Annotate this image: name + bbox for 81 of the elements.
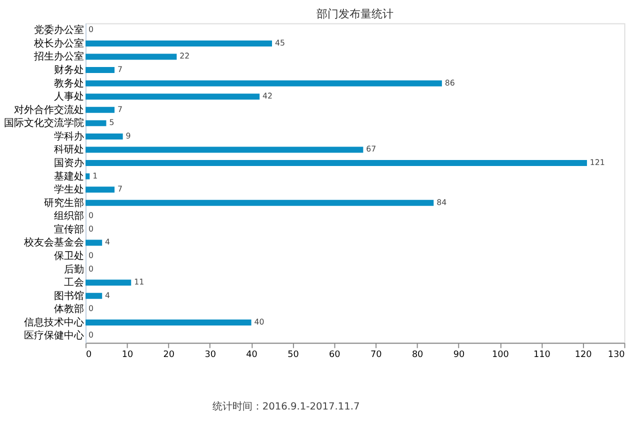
y-tick-label: 学科办 xyxy=(54,130,84,142)
y-tick-label: 组织部 xyxy=(54,210,84,222)
chart-title: 部门发布量统计 xyxy=(316,7,394,20)
bar xyxy=(86,133,123,140)
y-tick-label: 财务处 xyxy=(54,64,84,76)
y-tick-label: 科研处 xyxy=(54,144,84,156)
data-label: 40 xyxy=(254,317,264,326)
bar xyxy=(86,240,102,246)
data-label: 0 xyxy=(88,224,94,234)
data-label: 7 xyxy=(117,104,123,114)
y-tick-label: 基建处 xyxy=(54,170,84,182)
bar xyxy=(86,200,434,206)
y-tick-label: 校友会基金会 xyxy=(23,236,84,249)
x-tick-label: 130 xyxy=(608,350,626,360)
data-label: 22 xyxy=(180,52,190,61)
x-tick-label: 90 xyxy=(453,350,465,360)
y-tick-label: 体教部 xyxy=(54,303,84,316)
y-tick-label: 图书馆 xyxy=(54,290,84,302)
bar xyxy=(86,319,252,326)
y-tick-label: 医疗保健中心 xyxy=(24,330,84,342)
bar xyxy=(86,173,90,180)
data-label: 4 xyxy=(105,290,110,300)
data-label: 84 xyxy=(436,198,447,207)
bar xyxy=(86,40,272,46)
data-label: 1 xyxy=(92,171,98,180)
data-label: 4 xyxy=(105,238,110,247)
data-label: 67 xyxy=(366,144,376,154)
x-tick-label: 100 xyxy=(492,350,510,360)
text: 统计时间：2016.9.1-2017.11.7 xyxy=(212,400,360,413)
data-label: 0 xyxy=(88,251,94,260)
bar xyxy=(86,160,587,166)
bar xyxy=(86,186,115,193)
data-label: 7 xyxy=(117,184,123,194)
bar xyxy=(86,94,260,100)
y-tick-label: 党委办公室 xyxy=(34,24,84,36)
x-tick-label: 20 xyxy=(163,350,175,360)
x-tick-label: 10 xyxy=(122,350,134,360)
y-tick-label: 招生办公室 xyxy=(33,50,84,63)
bar xyxy=(86,120,106,126)
y-tick-label: 教务处 xyxy=(54,77,84,90)
y-tick-label: 保卫处 xyxy=(54,250,84,262)
data-label: 42 xyxy=(262,92,273,101)
data-label: 86 xyxy=(444,78,455,88)
y-tick-label: 校长办公室 xyxy=(33,37,84,50)
y-tick-label: 对外合作交流处 xyxy=(14,104,84,116)
y-tick-label: 研究生部 xyxy=(44,196,84,209)
y-tick-label: 国际文化交流学院 xyxy=(4,117,84,130)
x-tick-label: 0 xyxy=(86,350,92,360)
data-label: 121 xyxy=(590,158,605,168)
y-tick-label: 工会 xyxy=(64,276,84,289)
bar xyxy=(86,106,115,113)
y-tick-label: 后勤 xyxy=(64,263,84,276)
x-tick-label: 80 xyxy=(412,350,424,360)
data-label: 0 xyxy=(88,304,94,314)
data-label: 7 xyxy=(117,65,123,74)
x-tick-label: 50 xyxy=(288,350,300,360)
x-tick-label: 110 xyxy=(533,350,551,360)
data-label: 0 xyxy=(88,25,94,34)
x-tick-label: 120 xyxy=(574,350,592,360)
x-tick-label: 30 xyxy=(204,350,216,360)
data-label: 11 xyxy=(134,278,144,287)
y-tick-label: 学生处 xyxy=(54,184,84,196)
y-tick-label: 人事处 xyxy=(54,90,84,103)
bar xyxy=(86,146,364,153)
y-tick-label: 宣传部 xyxy=(54,223,84,236)
bar xyxy=(86,292,102,299)
x-tick-label: 70 xyxy=(370,350,382,360)
data-label: 0 xyxy=(88,330,94,340)
data-label: 9 xyxy=(126,131,131,140)
data-label: 0 xyxy=(88,211,94,220)
x-tick-label: 40 xyxy=(246,350,258,360)
bar xyxy=(86,280,132,286)
bar xyxy=(86,67,115,74)
y-tick-label: 国资办 xyxy=(54,156,84,169)
data-label: 0 xyxy=(88,264,94,274)
data-label: 45 xyxy=(274,38,285,48)
data-label: 5 xyxy=(109,118,114,128)
bar xyxy=(86,80,442,86)
x-tick-label: 60 xyxy=(329,350,341,360)
bar xyxy=(86,54,177,60)
y-tick-label: 信息技术中心 xyxy=(24,316,84,328)
